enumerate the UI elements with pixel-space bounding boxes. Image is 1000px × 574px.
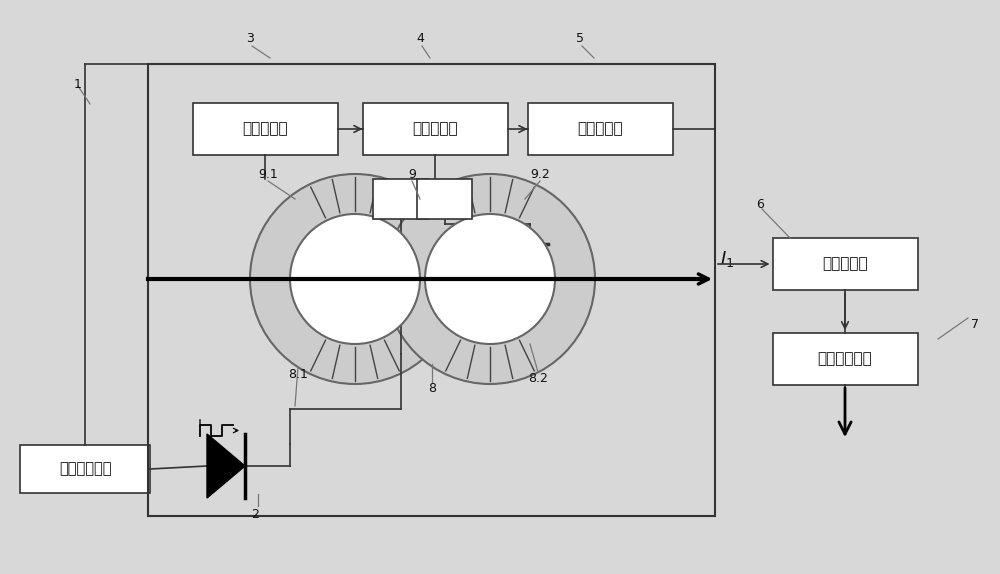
- Text: 8: 8: [428, 382, 436, 395]
- Text: 3: 3: [246, 33, 254, 45]
- Text: 方波振荡电路: 方波振荡电路: [59, 461, 111, 476]
- Text: $I_1$: $I_1$: [720, 249, 734, 269]
- Text: 8.1: 8.1: [288, 367, 308, 381]
- Circle shape: [385, 174, 595, 384]
- Bar: [772, 333, 918, 385]
- Text: 2: 2: [251, 507, 259, 521]
- Bar: [192, 103, 338, 155]
- Text: 9.1: 9.1: [258, 168, 278, 180]
- Circle shape: [290, 214, 420, 344]
- Text: 7: 7: [971, 317, 979, 331]
- Circle shape: [250, 174, 460, 384]
- Circle shape: [425, 214, 555, 344]
- Text: 低通滤波器: 低通滤波器: [822, 257, 868, 272]
- Text: 仪用放大器: 仪用放大器: [412, 122, 458, 137]
- Text: 1: 1: [74, 77, 82, 91]
- Text: 4: 4: [416, 33, 424, 45]
- Bar: [148, 64, 715, 516]
- Text: 相敏检波器: 相敏检波器: [577, 122, 623, 137]
- Bar: [20, 445, 150, 493]
- Bar: [772, 238, 918, 290]
- Text: 8.2: 8.2: [528, 373, 548, 386]
- Text: 9: 9: [408, 168, 416, 180]
- Text: 6: 6: [756, 197, 764, 211]
- Polygon shape: [207, 434, 245, 498]
- Bar: [417, 179, 472, 219]
- Text: 9.2: 9.2: [530, 168, 550, 180]
- Text: 带通滤波器: 带通滤波器: [242, 122, 288, 137]
- Text: 5: 5: [576, 33, 584, 45]
- Bar: [362, 103, 508, 155]
- Bar: [373, 179, 428, 219]
- Text: 直流信号输出: 直流信号输出: [818, 351, 872, 367]
- Bar: [528, 103, 672, 155]
